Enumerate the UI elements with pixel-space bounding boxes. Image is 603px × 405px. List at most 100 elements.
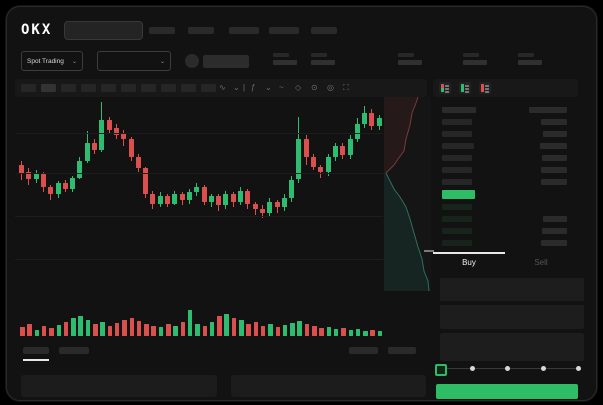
fullscreen-icon[interactable]: ⛶ [343, 83, 349, 92]
bid-row[interactable] [433, 202, 578, 214]
candle [267, 201, 273, 213]
timeframe-button[interactable] [61, 84, 76, 92]
active-footer-tab-indicator [23, 359, 49, 361]
timeframe-button[interactable] [81, 84, 96, 92]
price-bar [442, 155, 472, 161]
gridline [15, 133, 383, 134]
ticker-stat [273, 53, 297, 65]
candle [33, 173, 39, 180]
settings-icon[interactable]: ◎ [327, 83, 334, 92]
timeframe-button[interactable] [101, 84, 116, 92]
nav-item[interactable] [229, 27, 259, 34]
book-bids-only-icon[interactable] [459, 82, 471, 94]
volume-bar [268, 324, 273, 336]
chart-footer-tab[interactable] [23, 347, 49, 354]
candle [325, 157, 331, 173]
trendline-icon[interactable]: ~ [279, 83, 284, 92]
candle [62, 183, 68, 189]
trade-input-field[interactable] [440, 333, 584, 361]
trade-input-field[interactable] [440, 305, 584, 329]
chart-footer-action[interactable] [388, 347, 416, 354]
book-row-dash [465, 85, 469, 87]
bid-row[interactable] [433, 214, 578, 226]
chart-footer-tab[interactable] [59, 347, 89, 354]
amount-slider[interactable] [435, 364, 581, 376]
candlestick-chart[interactable] [15, 99, 383, 293]
price-bar [442, 179, 472, 185]
nav-item[interactable] [149, 27, 175, 34]
depth-chart[interactable] [384, 96, 434, 292]
slider-step-dot[interactable] [576, 366, 581, 371]
ask-row[interactable] [433, 117, 578, 129]
volume-bar [151, 326, 156, 336]
indicator-icon[interactable]: ƒ [251, 83, 256, 92]
volume-bar [49, 328, 54, 336]
line-style-icon[interactable]: ∿ [219, 83, 226, 92]
tab-buy[interactable]: Buy [462, 258, 476, 267]
volume-bar [275, 327, 280, 336]
bid-row[interactable] [433, 238, 578, 250]
volume-bar [100, 322, 105, 336]
book-combined-icon[interactable] [439, 82, 451, 94]
price-bar [442, 107, 476, 113]
chevron-down-icon[interactable]: ⌄ [233, 83, 240, 92]
volume-bar [231, 318, 237, 336]
camera-icon[interactable]: ⊙ [311, 83, 318, 92]
book-row-dash [465, 88, 469, 90]
price-bar [442, 167, 472, 173]
volume-bar [363, 331, 368, 336]
bid-row[interactable] [433, 226, 578, 238]
stat-label-bar [311, 53, 327, 57]
ask-row[interactable] [433, 129, 578, 141]
trade-input-field[interactable] [440, 278, 584, 301]
ask-row[interactable] [433, 153, 578, 165]
candle [92, 142, 97, 150]
timeframe-button[interactable] [141, 84, 156, 92]
slider-step-dot[interactable] [505, 366, 510, 371]
tab-sell[interactable]: Sell [534, 258, 548, 267]
search-input[interactable] [64, 21, 143, 40]
volume-bar [341, 328, 346, 336]
candle [48, 186, 54, 195]
stat-value-bar [463, 60, 487, 65]
slider-step-dot[interactable] [540, 366, 546, 371]
slider-step-dot[interactable] [469, 366, 475, 371]
pair-selector-dropdown[interactable]: ⌄ [97, 51, 171, 71]
active-tab-indicator [433, 252, 505, 254]
volume-bar [202, 326, 207, 336]
volume-bar [239, 320, 244, 336]
ask-row[interactable] [433, 141, 578, 153]
ask-row[interactable] [433, 165, 578, 177]
size-bar [542, 228, 567, 234]
price-bar [442, 119, 472, 125]
orderbook-header-row[interactable] [433, 105, 578, 117]
chart-footer-action[interactable] [349, 347, 378, 354]
volume-bar [312, 326, 317, 336]
timeframe-button[interactable] [121, 84, 136, 92]
market-type-dropdown[interactable]: Spot Trading ⌄ [21, 51, 83, 71]
nav-item[interactable] [311, 27, 337, 34]
ticker-stat [518, 53, 542, 65]
timeframe-button[interactable] [21, 84, 36, 92]
volume-bar [63, 322, 69, 336]
pair-name-button[interactable] [203, 55, 249, 68]
chevron-down-icon[interactable]: ⌄ [265, 83, 272, 92]
timeframe-button[interactable] [201, 84, 216, 92]
nav-item[interactable] [188, 27, 214, 34]
volume-bar [282, 325, 288, 336]
candle [40, 173, 46, 187]
last-price-highlight[interactable] [442, 190, 475, 199]
candle [186, 192, 192, 200]
nav-item[interactable] [269, 27, 299, 34]
slider-handle[interactable] [435, 364, 447, 376]
bottom-panel [21, 375, 217, 397]
buy-submit-button[interactable] [436, 384, 578, 399]
ask-row[interactable] [433, 177, 578, 189]
volume-bar [122, 320, 127, 336]
gridline [15, 259, 383, 260]
timeframe-button[interactable] [161, 84, 176, 92]
book-asks-only-icon[interactable] [479, 82, 491, 94]
timeframe-button[interactable] [41, 84, 56, 92]
draw-icon[interactable]: ◇ [295, 83, 302, 92]
timeframe-button[interactable] [181, 84, 196, 92]
